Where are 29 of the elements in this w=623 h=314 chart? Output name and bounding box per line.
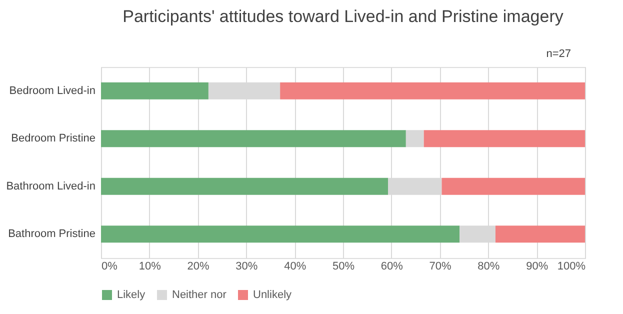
bar: [101, 178, 388, 195]
x-tick-label: 90%: [526, 260, 548, 272]
y-tick-label: Bathroom Pristine: [8, 228, 96, 240]
x-tick-label: 70%: [429, 260, 452, 272]
x-tick-label: 20%: [187, 260, 210, 272]
x-tick-label: 100%: [557, 260, 586, 272]
bar: [101, 130, 406, 148]
bar: [442, 178, 585, 195]
bar: [406, 130, 424, 148]
x-tick-label: 30%: [236, 260, 258, 272]
bar: [101, 82, 208, 100]
bar: [495, 226, 585, 243]
x-tick-label: 50%: [332, 260, 355, 272]
bar: [424, 130, 585, 148]
x-tick-label: 80%: [478, 260, 500, 272]
x-tick-label: 0%: [102, 260, 118, 272]
bar: [101, 226, 460, 243]
bar: [280, 82, 585, 100]
text: n=27: [546, 48, 571, 60]
chart-title: Participants' attitudes toward Lived-in and Pristine imagery: [122, 7, 564, 26]
y-tick-label: Bedroom Lived-in: [9, 84, 96, 97]
x-tick-label: 40%: [284, 260, 306, 272]
legend-label: Likely: [117, 289, 146, 301]
x-tick-label: 60%: [380, 260, 404, 272]
legend-label: Unlikely: [253, 289, 292, 301]
y-tick-label: Bathroom Lived-in: [6, 180, 96, 192]
x-tick-label: 10%: [138, 260, 162, 272]
y-tick-label: Bedroom Pristine: [11, 132, 96, 145]
legend-label: Neither nor: [172, 289, 227, 301]
